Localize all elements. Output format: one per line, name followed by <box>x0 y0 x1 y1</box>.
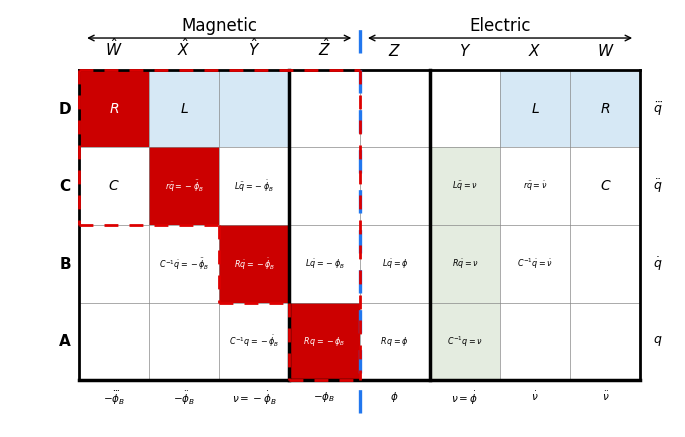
Text: $q$: $q$ <box>653 334 662 348</box>
Text: $\hat{X}$: $\hat{X}$ <box>177 37 191 59</box>
Text: $\mathbf{B}$: $\mathbf{B}$ <box>59 256 71 272</box>
Text: $r\ddot{q}=\dot{\nu}$: $r\ddot{q}=\dot{\nu}$ <box>523 179 547 193</box>
Bar <box>430 148 500 225</box>
Text: $C^{-1}\dot{q}=-\ddot{\phi}_B$: $C^{-1}\dot{q}=-\ddot{\phi}_B$ <box>159 256 210 272</box>
Text: $Y$: $Y$ <box>459 43 471 59</box>
Text: $L$: $L$ <box>179 102 188 116</box>
Bar <box>570 302 640 380</box>
Text: $L\ddot{q}=-\dot{\phi}_B$: $L\ddot{q}=-\dot{\phi}_B$ <box>234 178 274 194</box>
Text: $R\,q=-\phi_B$: $R\,q=-\phi_B$ <box>303 335 346 348</box>
Text: $\dot{q}$: $\dot{q}$ <box>653 255 662 273</box>
Text: $\ddot{q}$: $\ddot{q}$ <box>653 177 662 195</box>
Text: $r\ddot{q}=-\ddot{\phi}_B$: $r\ddot{q}=-\ddot{\phi}_B$ <box>164 178 203 194</box>
Text: $R\dot{q}=\nu$: $R\dot{q}=\nu$ <box>451 257 478 271</box>
Text: Magnetic: Magnetic <box>182 17 257 35</box>
Bar <box>570 225 640 302</box>
Text: $L\ddot{q}=\nu$: $L\ddot{q}=\nu$ <box>452 179 477 193</box>
Bar <box>430 225 500 302</box>
Text: $C$: $C$ <box>599 179 611 193</box>
Bar <box>149 70 219 148</box>
Text: $\nu = -\dot{\phi}_B$: $\nu = -\dot{\phi}_B$ <box>232 390 277 407</box>
Text: $\dot{\nu}$: $\dot{\nu}$ <box>532 390 539 403</box>
Bar <box>500 148 570 225</box>
Text: $C$: $C$ <box>108 179 120 193</box>
Text: $C^{-1}q=-\dot{\phi}_B$: $C^{-1}q=-\dot{\phi}_B$ <box>229 333 279 349</box>
Text: $\mathbf{D}$: $\mathbf{D}$ <box>58 101 72 117</box>
Bar <box>570 148 640 225</box>
Text: $R$: $R$ <box>600 102 610 116</box>
Bar <box>79 148 149 225</box>
Bar <box>570 70 640 148</box>
Text: $\mathbf{C}$: $\mathbf{C}$ <box>59 178 71 194</box>
Text: $C^{-1}\dot{q}=\dot{\nu}$: $C^{-1}\dot{q}=\dot{\nu}$ <box>517 257 553 271</box>
Text: $L\dot{q}=-\phi_B$: $L\dot{q}=-\phi_B$ <box>305 257 345 271</box>
Text: $-\phi_B$: $-\phi_B$ <box>314 390 336 404</box>
Bar <box>360 70 430 148</box>
Bar <box>500 302 570 380</box>
Text: $\ddot{\nu}$: $\ddot{\nu}$ <box>601 390 609 403</box>
Bar <box>360 302 430 380</box>
Text: $C^{-1}q=\nu$: $C^{-1}q=\nu$ <box>447 334 483 349</box>
Text: $-\ddot{\phi}_B$: $-\ddot{\phi}_B$ <box>173 390 195 407</box>
Text: $L\dot{q}=\phi$: $L\dot{q}=\phi$ <box>382 257 408 271</box>
Text: $\dddot{q}$: $\dddot{q}$ <box>653 100 663 118</box>
Bar <box>219 302 289 380</box>
Text: $\nu = \dot{\phi}$: $\nu = \dot{\phi}$ <box>451 390 478 407</box>
Bar <box>149 225 219 302</box>
Bar <box>79 70 149 148</box>
Bar <box>219 148 289 225</box>
Bar <box>79 302 149 380</box>
Bar <box>219 225 289 302</box>
Bar <box>289 148 360 225</box>
Text: $\hat{W}$: $\hat{W}$ <box>105 37 123 59</box>
Text: $\hat{Y}$: $\hat{Y}$ <box>248 37 260 59</box>
Bar <box>430 302 500 380</box>
Text: $R\,q=\phi$: $R\,q=\phi$ <box>380 335 409 348</box>
Text: $-\dddot{\phi}_B$: $-\dddot{\phi}_B$ <box>103 390 125 407</box>
Bar <box>149 148 219 225</box>
Bar <box>219 70 289 148</box>
Text: $X$: $X$ <box>528 43 542 59</box>
Bar <box>289 302 360 380</box>
Text: Electric: Electric <box>469 17 531 35</box>
Bar <box>79 225 149 302</box>
Text: $\hat{Z}$: $\hat{Z}$ <box>318 37 331 59</box>
Text: $L$: $L$ <box>531 102 540 116</box>
Bar <box>500 70 570 148</box>
Bar <box>149 302 219 380</box>
Bar <box>500 225 570 302</box>
Bar <box>289 70 360 148</box>
Bar <box>430 70 500 148</box>
Text: $R\dot{q}=-\dot{\phi}_B$: $R\dot{q}=-\dot{\phi}_B$ <box>234 256 275 272</box>
Bar <box>360 225 430 302</box>
Text: $\mathbf{A}$: $\mathbf{A}$ <box>58 333 72 350</box>
Text: $R$: $R$ <box>109 102 119 116</box>
Text: $\phi$: $\phi$ <box>390 390 399 404</box>
Bar <box>289 225 360 302</box>
Bar <box>360 148 430 225</box>
Text: $W$: $W$ <box>597 43 614 59</box>
Text: $Z$: $Z$ <box>388 43 401 59</box>
